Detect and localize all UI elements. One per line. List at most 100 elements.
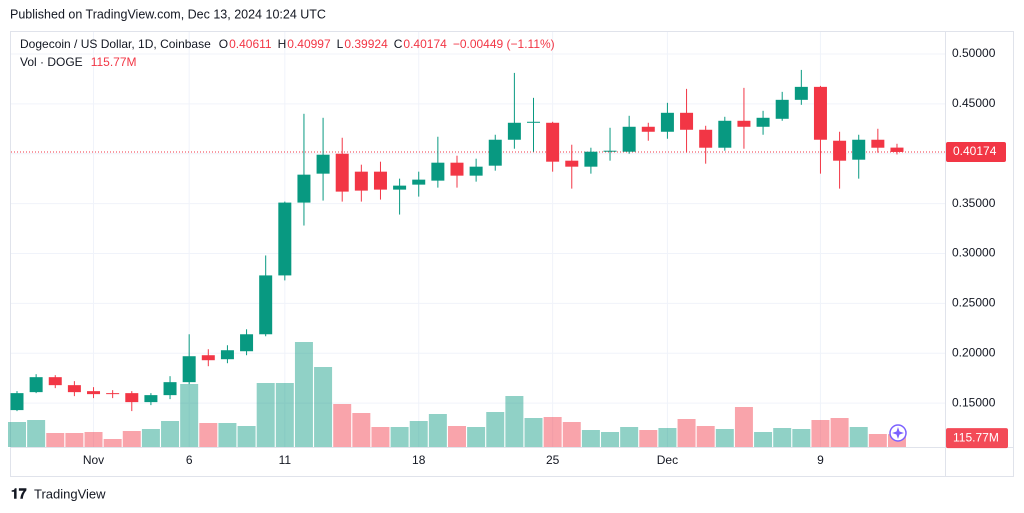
candle-body [507,122,521,140]
volume-bar [601,432,620,447]
price-label-box [946,141,1006,162]
candle-body [660,112,674,132]
volume-bar [103,439,122,447]
volume-bar [505,396,524,447]
volume-bar [792,429,811,447]
candle-body [833,140,847,161]
ohlc-value: 0.40997 [287,37,331,51]
volume-bar [734,407,753,447]
candle-body [871,139,885,148]
ohlc-value: 0.40174 [403,37,447,51]
ohlc-key: O [219,37,228,51]
candle-body [775,99,789,119]
volume-bar [256,383,275,447]
y-tick-label: 0.45000 [952,96,996,110]
volume-bar [447,426,466,447]
ohlc-value: 0.39924 [344,37,388,51]
candle-body [220,350,234,360]
volume-bar [409,421,428,447]
volume-bar [811,420,830,447]
volume-bar [333,404,352,447]
volume-bar [562,422,581,447]
y-tick-label: 0.50000 [952,46,996,60]
candle-body [201,355,215,361]
volume-name: Vol · DOGE [20,55,83,69]
candle-body [67,385,81,393]
x-tick-label: 11 [279,453,292,467]
volume-bar [715,429,734,447]
candle-body [527,121,541,123]
candle-body [48,377,62,386]
x-tick-label: 18 [412,453,426,467]
y-tick-label: 0.30000 [952,246,996,260]
x-tick-label: Dec [657,453,678,467]
volume-label-box [946,428,1008,449]
candle-body [469,166,483,176]
volume-bar [65,433,84,447]
candle-body [622,126,636,152]
candle-body [603,150,617,152]
candle-body [488,139,502,166]
y-tick-label: 0.35000 [952,196,996,210]
candle-body [316,154,330,174]
candle-body [852,139,866,160]
candle-body [890,147,904,152]
candle-body [565,160,579,167]
x-tick-label: 6 [186,453,193,467]
candle-body [87,391,101,395]
volume-bar [180,384,199,447]
volume-bar [773,428,792,447]
y-tick-label: 0.25000 [952,296,996,310]
legend: Dogecoin / US Dollar, 1D, Coinbase Vol ·… [20,37,555,69]
ohlc-key: L [337,37,344,51]
chart-frame [10,31,1014,477]
volume-bar [754,432,773,447]
ohlc-key: H [278,37,287,51]
volume-bar [314,367,333,447]
candle-body [546,122,560,162]
candle-body [163,382,177,396]
volume-bar [294,342,313,447]
volume-bar [122,431,141,447]
candle-body [354,171,368,191]
volume-bar [677,419,696,447]
volume-bar [352,413,371,447]
volume-bar [658,428,677,447]
volume-value: 115.77M [91,55,137,69]
candle-body [29,377,43,393]
candle-body [794,86,808,100]
brand-logo: 𝟏𝟕 [11,486,27,502]
candle-body [125,393,139,403]
candle-body [756,117,770,127]
candle-body [259,275,273,335]
volume-bar [199,423,218,447]
candle-body [373,171,387,190]
candle-body [393,185,407,190]
volume-bar [620,427,639,447]
price-label: 0.40174 [953,144,997,158]
volume-bar [84,432,103,447]
volume-bar [27,420,46,447]
volume-bar [218,423,237,447]
y-tick-label: 0.15000 [952,395,996,409]
brand-name: TradingView [34,486,106,501]
volume-bar [46,433,65,447]
candle-body [278,202,292,276]
volume-bar [868,434,887,447]
candle-body [584,151,598,167]
volume-bar [830,418,849,447]
volume-label: 115.77M [953,430,999,444]
volume-bar [543,417,562,447]
volume-bar [8,422,26,447]
volume-bar [237,426,256,447]
volume-bar [639,430,658,447]
footer: 𝟏𝟕 TradingView [11,486,106,502]
x-tick-label: Nov [83,453,104,467]
volume-bar [275,383,294,447]
candle-body [182,356,196,383]
published-line: Published on TradingView.com, Dec 13, 20… [10,7,326,21]
candle-body [718,120,732,148]
ohlc-value: 0.40611 [229,37,272,51]
volume-bar [696,426,715,447]
